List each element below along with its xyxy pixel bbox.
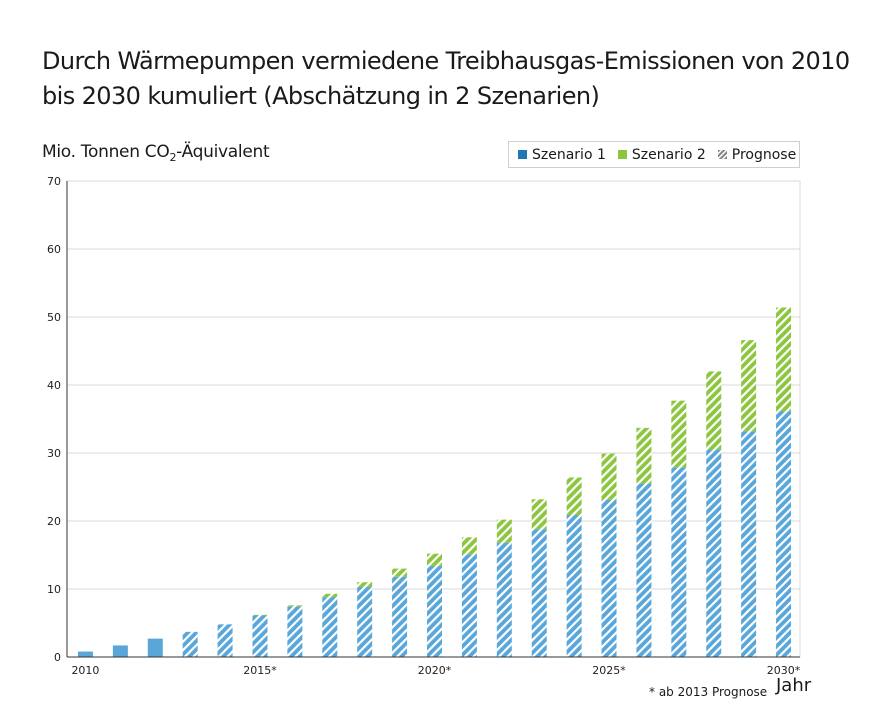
y-axis-label-main: Mio. Tonnen CO [42, 142, 170, 162]
y-tick-label: 20 [47, 515, 61, 528]
legend-swatch-prognose [717, 150, 727, 159]
bar-szenario-2-2020 [427, 553, 442, 566]
legend-swatch-szenario-2 [617, 150, 627, 159]
x-tick-label: 2015* [243, 664, 277, 677]
y-tick-label: 70 [47, 175, 61, 188]
legend-item-szenario-1[interactable]: Szenario 1 [518, 147, 606, 163]
bar-szenario-2-2016 [287, 605, 303, 607]
bar-szenario-1-2024 [566, 514, 582, 657]
bar-szenario-2-2026 [636, 427, 652, 484]
y-axis-label: Mio. Tonnen CO2-Äquivalent [42, 142, 270, 164]
bar-szenario-2-2021 [461, 537, 477, 555]
x-axis-ticks: 2010 2015* 2020* 2025* 2030* [71, 664, 800, 677]
legend: Szenario 1 Szenario 2 Prognose [508, 141, 800, 168]
legend-item-prognose[interactable]: Prognose [717, 146, 797, 163]
chart-title: Durch Wärmepumpen vermiedene Treibhausga… [42, 44, 862, 114]
chart-title-line-2: bis 2030 kumuliert (Abschätzung in 2 Sze… [42, 82, 600, 110]
bar-szenario-2-2022 [496, 519, 512, 543]
legend-label-szenario-1: Szenario 1 [532, 146, 606, 163]
bar-szenario-2-2018 [357, 582, 373, 587]
bar-szenario-1-2015 [252, 615, 268, 657]
bar-szenario-1-2012 [147, 638, 163, 657]
y-tick-label: 60 [47, 243, 61, 256]
x-tick-label: 2010 [71, 664, 99, 677]
x-tick-label: 2030* [767, 664, 801, 677]
bar-szenario-1-2030 [776, 411, 792, 657]
bar-szenario-1-2013 [182, 631, 198, 657]
bar-szenario-1-2011 [112, 645, 128, 657]
bar-szenario-2-2029 [741, 340, 757, 432]
bar-szenario-2-2017 [322, 593, 338, 598]
bar-szenario-2-2030 [776, 307, 792, 412]
legend-label-szenario-2: Szenario 2 [631, 146, 706, 163]
bar-szenario-1-2021 [461, 554, 477, 657]
y-tick-label: 50 [47, 311, 61, 324]
bar-szenario-1-2017 [322, 597, 338, 657]
bar-szenario-2-2024 [566, 477, 582, 515]
y-tick-label: 0 [54, 651, 61, 664]
bar-szenario-1-2027 [671, 467, 687, 657]
y-axis-label-subscript: 2 [169, 151, 177, 164]
bar-szenario-1-2010 [77, 651, 93, 657]
bars [77, 307, 792, 657]
bar-szenario-1-2016 [287, 606, 303, 657]
legend-item-szenario-2[interactable]: Szenario 2 [617, 146, 706, 163]
legend-label-prognose: Prognose [731, 146, 797, 163]
y-tick-label: 10 [47, 583, 61, 596]
x-tick-label: 2020* [418, 664, 452, 677]
bar-szenario-1-2020 [427, 565, 442, 657]
bar-szenario-1-2022 [496, 542, 512, 657]
y-tick-label: 30 [47, 447, 61, 460]
footnote: * ab 2013 Prognose [649, 685, 768, 699]
bar-szenario-1-2026 [636, 483, 652, 657]
x-tick-label: 2025* [592, 664, 626, 677]
chart-title-line-1: Durch Wärmepumpen vermiedene Treibhausga… [42, 47, 850, 75]
bar-szenario-2-2015 [252, 614, 268, 616]
bar-szenario-2-2023 [531, 499, 547, 530]
bar-szenario-1-2018 [357, 586, 373, 657]
legend-swatch-szenario-1 [518, 150, 527, 159]
bar-szenario-2-2027 [671, 400, 687, 468]
x-axis-label: Jahr [776, 675, 812, 696]
bar-szenario-1-2014 [217, 624, 233, 657]
bar-szenario-2-2028 [706, 371, 722, 450]
bar-szenario-1-2028 [706, 449, 722, 657]
y-axis-label-tail: -Äquivalent [176, 142, 270, 162]
bar-szenario-1-2019 [392, 576, 408, 657]
y-tick-label: 40 [47, 379, 61, 392]
bar-szenario-1-2029 [741, 431, 757, 657]
bar-szenario-1-2023 [531, 529, 547, 657]
bar-szenario-1-2025 [601, 499, 617, 657]
y-axis-ticks: 0 10 20 30 40 50 60 70 [47, 175, 61, 664]
bar-szenario-2-2025 [601, 453, 617, 500]
bar-szenario-2-2019 [392, 568, 408, 577]
